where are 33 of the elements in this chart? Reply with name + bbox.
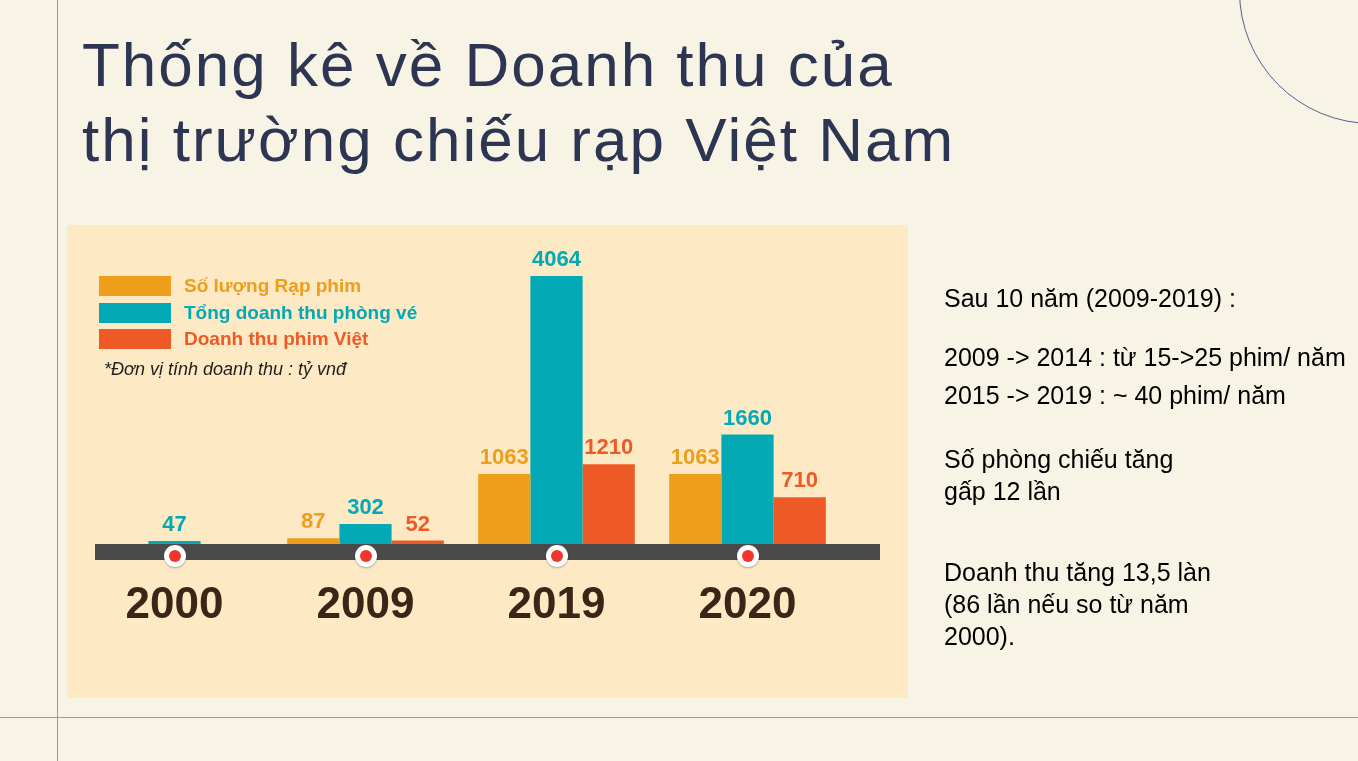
data-label: 1063 (670, 443, 720, 469)
bar (773, 497, 826, 544)
legend-label: Tổng doanh thu phòng vé (184, 301, 418, 324)
legend-label: Doanh thu phim Việt (184, 328, 369, 351)
legend-label: Số lượng Rạp phim (184, 275, 362, 298)
x-tick-label: 2000 (125, 578, 224, 628)
data-label: 302 (347, 494, 384, 520)
bar (669, 473, 722, 544)
bar (148, 540, 201, 544)
bar (339, 524, 392, 544)
annotation: *Đơn vị tính doanh thu : tỷ vnđ (104, 359, 347, 380)
bar (530, 276, 583, 544)
data-label: 52 (405, 510, 430, 536)
data-label: 1063 (479, 443, 529, 469)
bar (287, 538, 340, 544)
text: Sau 10 năm (2009-2019) : (944, 283, 1237, 314)
x-tick-label: 2019 (507, 578, 606, 628)
text: Doanh thu tăng 13,5 làn (86 lần nếu so từ năm 2000). (944, 557, 1212, 652)
data-label: 1210 (584, 434, 634, 460)
text: 2015 -> 2019 : ~ 40 phim/ năm (944, 380, 1287, 411)
chart-title: Thống kê về Doanh thu của thị trường chiếu rạp Việt Nam (82, 29, 957, 176)
data-label: 87 (301, 508, 326, 534)
bar (582, 464, 635, 544)
data-label: 4064 (532, 246, 582, 272)
text: Số phòng chiếu tăng gấp 12 lần (944, 444, 1175, 507)
text: 2009 -> 2014 : từ 15->25 phim/ năm (944, 342, 1347, 373)
data-label: 47 (162, 510, 187, 536)
x-tick-label: 2020 (698, 578, 797, 628)
bar (478, 473, 531, 544)
data-label: 710 (781, 467, 819, 493)
x-tick-label: 2009 (316, 578, 415, 628)
bar (721, 434, 774, 544)
data-label: 1660 (723, 404, 772, 430)
